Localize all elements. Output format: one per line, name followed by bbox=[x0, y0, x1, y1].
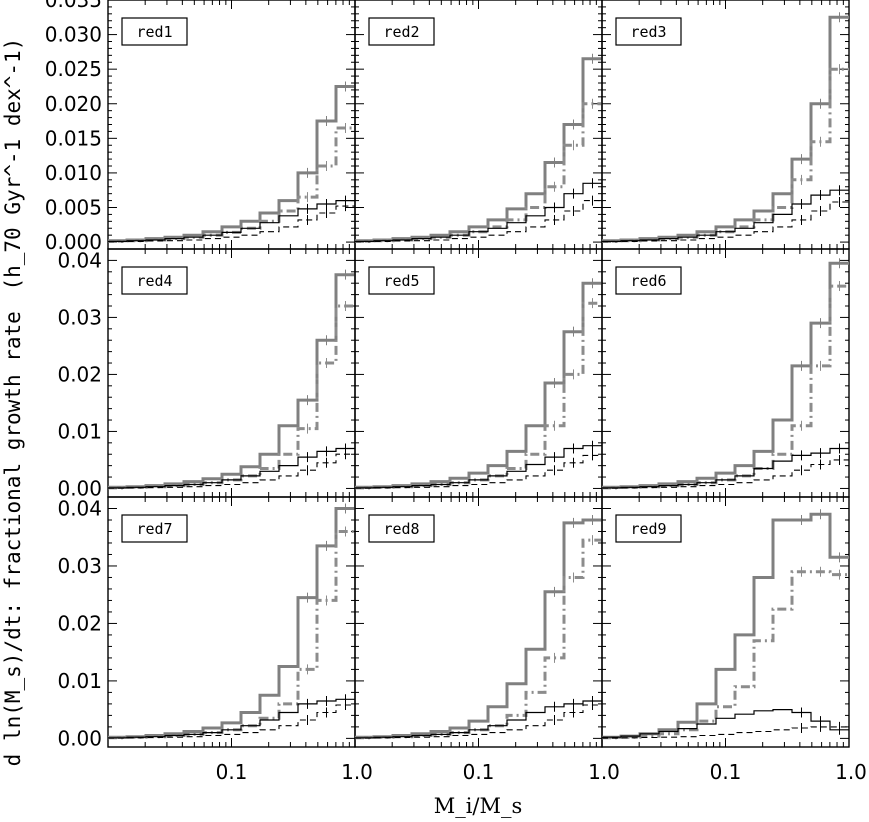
series-thin-solid bbox=[108, 200, 355, 242]
panel-label-box bbox=[615, 17, 682, 46]
series-thin-dashed bbox=[108, 704, 355, 739]
panel-red8: 0.1 1.0 red8 bbox=[354, 496, 620, 784]
series-thick-solid bbox=[108, 85, 355, 243]
y-tick-label: 0.02 bbox=[57, 611, 102, 635]
series-thin-dashed bbox=[355, 200, 602, 243]
x-tick-label: 1.0 bbox=[588, 760, 620, 784]
y-tick-label: 0.005 bbox=[45, 196, 102, 220]
y-tick-label: 0.000 bbox=[45, 230, 102, 254]
panel-label-box bbox=[368, 17, 435, 46]
panel-red2: red2 bbox=[354, 0, 603, 250]
y-tick-label: 0.00 bbox=[57, 726, 102, 750]
y-tick-label: 0.03 bbox=[57, 305, 102, 329]
x-tick-label: 0.1 bbox=[710, 760, 742, 784]
series-thin-solid bbox=[355, 700, 602, 739]
series-thick-solid bbox=[355, 57, 602, 243]
y-axis-title-main: d ln(M_s)/dt: fractional growth rate bbox=[1, 311, 25, 766]
panel-red6: red6 bbox=[601, 248, 850, 498]
y-axis-title: d ln(M_s)/dt: fractional growth rate (h_… bbox=[1, 38, 25, 767]
series-thick-dashdot bbox=[108, 304, 355, 490]
series-thin-solid bbox=[602, 709, 849, 738]
series-thin-solid bbox=[108, 698, 355, 739]
series-thin-solid bbox=[108, 447, 355, 489]
y-tick-label: 0.035 bbox=[45, 0, 102, 12]
panel-label-box bbox=[615, 266, 682, 295]
panel-label: red6 bbox=[630, 272, 666, 290]
svg-text:d ln(M_s)/dt: fractional growt: d ln(M_s)/dt: fractional growth rate (h_… bbox=[1, 38, 25, 767]
y-tick-label: 0.025 bbox=[45, 57, 102, 81]
panel-label-box bbox=[121, 514, 188, 543]
panel-red5: red5 bbox=[354, 248, 603, 498]
x-tick-label: 0.1 bbox=[216, 760, 248, 784]
series-thin-dashed bbox=[355, 704, 602, 739]
series-thin-solid bbox=[602, 447, 849, 489]
panel-label: red1 bbox=[136, 23, 172, 41]
panel-label-box bbox=[368, 514, 435, 543]
series-thick-solid bbox=[602, 15, 849, 243]
series-thin-solid bbox=[355, 445, 602, 489]
y-tick-label: 0.04 bbox=[57, 496, 102, 520]
y-tick-label: 0.01 bbox=[57, 419, 102, 443]
series-thin-dashed bbox=[108, 453, 355, 489]
panel-label-box bbox=[121, 266, 188, 295]
series-thin-dashed bbox=[602, 459, 849, 489]
y-tick-label: 0.01 bbox=[57, 669, 102, 693]
y-axis-title-units: (h_70 Gyr^-1 dex^-1) bbox=[1, 38, 25, 291]
y-tick-label: 0.04 bbox=[57, 248, 102, 272]
panel-red9: 0.1 1.0 red9 bbox=[601, 496, 867, 784]
y-tick-label: 0.02 bbox=[57, 362, 102, 386]
panel-red3: red3 bbox=[601, 0, 850, 250]
panel-label-box bbox=[121, 17, 188, 46]
panel-label: red2 bbox=[383, 23, 419, 41]
series-thick-dashdot bbox=[602, 284, 849, 490]
y-tick-label: 0.030 bbox=[45, 23, 102, 47]
y-tick-label: 0.015 bbox=[45, 126, 102, 150]
series-thin-dashed bbox=[602, 726, 849, 739]
x-tick-label: 1.0 bbox=[341, 760, 373, 784]
panel-label: red8 bbox=[383, 520, 419, 538]
panel-label: red3 bbox=[630, 23, 666, 41]
series-thin-solid bbox=[602, 189, 849, 242]
x-axis-title: M_i/M_s bbox=[434, 794, 523, 818]
y-tick-label: 0.020 bbox=[45, 92, 102, 116]
x-tick-label: 1.0 bbox=[835, 760, 867, 784]
series-thick-dashdot bbox=[602, 570, 849, 740]
panel-red4: 0.00 0.01 0.02 0.03 0.04 red4 bbox=[57, 248, 356, 500]
series-thick-solid bbox=[602, 512, 849, 739]
panel-label: red9 bbox=[630, 520, 666, 538]
panel-label-box bbox=[368, 266, 435, 295]
x-tick-label: 0.1 bbox=[463, 760, 495, 784]
series-thin-dashed bbox=[602, 201, 849, 243]
y-tick-label: 0.03 bbox=[57, 554, 102, 578]
y-tick-label: 0.010 bbox=[45, 161, 102, 185]
series-thin-solid bbox=[355, 182, 602, 242]
panel-label: red4 bbox=[136, 272, 172, 290]
panel-label: red5 bbox=[383, 272, 419, 290]
panel-grid: 0.000 0.005 0.010 0.015 0.020 0.025 0.030 0.035… bbox=[45, 0, 867, 784]
panel-label-box bbox=[615, 514, 682, 543]
panel-label: red7 bbox=[136, 520, 172, 538]
panel-red7: 0.00 0.01 0.02 0.03 0.04 0.1 1.0 red7 bbox=[57, 496, 373, 784]
series-thin-dashed bbox=[355, 454, 602, 489]
panel-red1: 0.000 0.005 0.010 0.015 0.020 0.025 0.030 0.035… bbox=[45, 0, 356, 254]
series-thin-dashed bbox=[108, 205, 355, 243]
series-thick-solid bbox=[108, 273, 355, 489]
y-tick-label: 0.00 bbox=[57, 476, 102, 500]
